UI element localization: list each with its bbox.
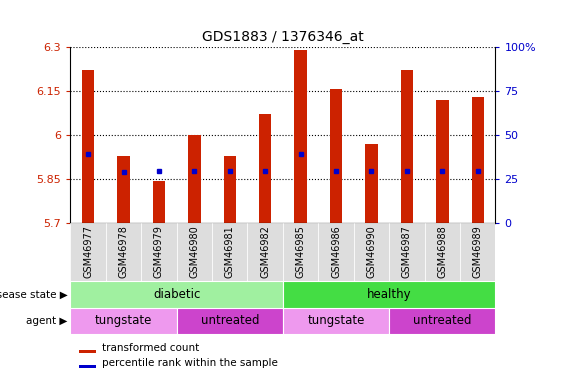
Title: GDS1883 / 1376346_at: GDS1883 / 1376346_at: [202, 30, 364, 45]
Text: agent ▶: agent ▶: [26, 316, 68, 326]
Bar: [259, 114, 271, 223]
Bar: [79, 365, 96, 368]
Text: GSM46978: GSM46978: [118, 225, 128, 278]
Bar: [460, 223, 495, 281]
Bar: [365, 144, 378, 223]
Bar: [70, 281, 283, 308]
Text: tungstate: tungstate: [307, 314, 365, 327]
Bar: [153, 180, 165, 223]
Bar: [177, 308, 283, 334]
Bar: [425, 223, 460, 281]
Bar: [70, 223, 106, 281]
Text: untreated: untreated: [200, 314, 259, 327]
Text: GSM46982: GSM46982: [260, 225, 270, 278]
Bar: [436, 100, 449, 223]
Text: GSM46981: GSM46981: [225, 225, 235, 278]
Text: disease state ▶: disease state ▶: [0, 290, 68, 299]
Bar: [401, 70, 413, 223]
Bar: [294, 50, 307, 223]
Text: GSM46988: GSM46988: [437, 225, 448, 278]
Text: GSM46990: GSM46990: [367, 225, 377, 278]
Bar: [188, 135, 200, 223]
Text: healthy: healthy: [367, 288, 412, 301]
Bar: [389, 308, 495, 334]
Bar: [330, 90, 342, 223]
Text: transformed count: transformed count: [102, 343, 199, 352]
Bar: [70, 308, 177, 334]
Text: GSM46989: GSM46989: [473, 225, 482, 278]
Bar: [212, 223, 248, 281]
Bar: [79, 350, 96, 352]
Bar: [389, 223, 425, 281]
Text: diabetic: diabetic: [153, 288, 200, 301]
Bar: [141, 223, 177, 281]
Bar: [472, 97, 484, 223]
Text: GSM46986: GSM46986: [331, 225, 341, 278]
Text: GSM46987: GSM46987: [402, 225, 412, 278]
Text: GSM46977: GSM46977: [83, 225, 93, 278]
Bar: [248, 223, 283, 281]
Text: untreated: untreated: [413, 314, 472, 327]
Bar: [177, 223, 212, 281]
Bar: [82, 70, 94, 223]
Bar: [318, 223, 354, 281]
Bar: [224, 156, 236, 223]
Bar: [283, 281, 495, 308]
Text: GSM46985: GSM46985: [296, 225, 306, 278]
Bar: [354, 223, 389, 281]
Bar: [283, 223, 318, 281]
Text: percentile rank within the sample: percentile rank within the sample: [102, 358, 278, 368]
Text: GSM46979: GSM46979: [154, 225, 164, 278]
Bar: [283, 308, 389, 334]
Bar: [106, 223, 141, 281]
Text: tungstate: tungstate: [95, 314, 152, 327]
Bar: [117, 156, 129, 223]
Text: GSM46980: GSM46980: [189, 225, 199, 278]
